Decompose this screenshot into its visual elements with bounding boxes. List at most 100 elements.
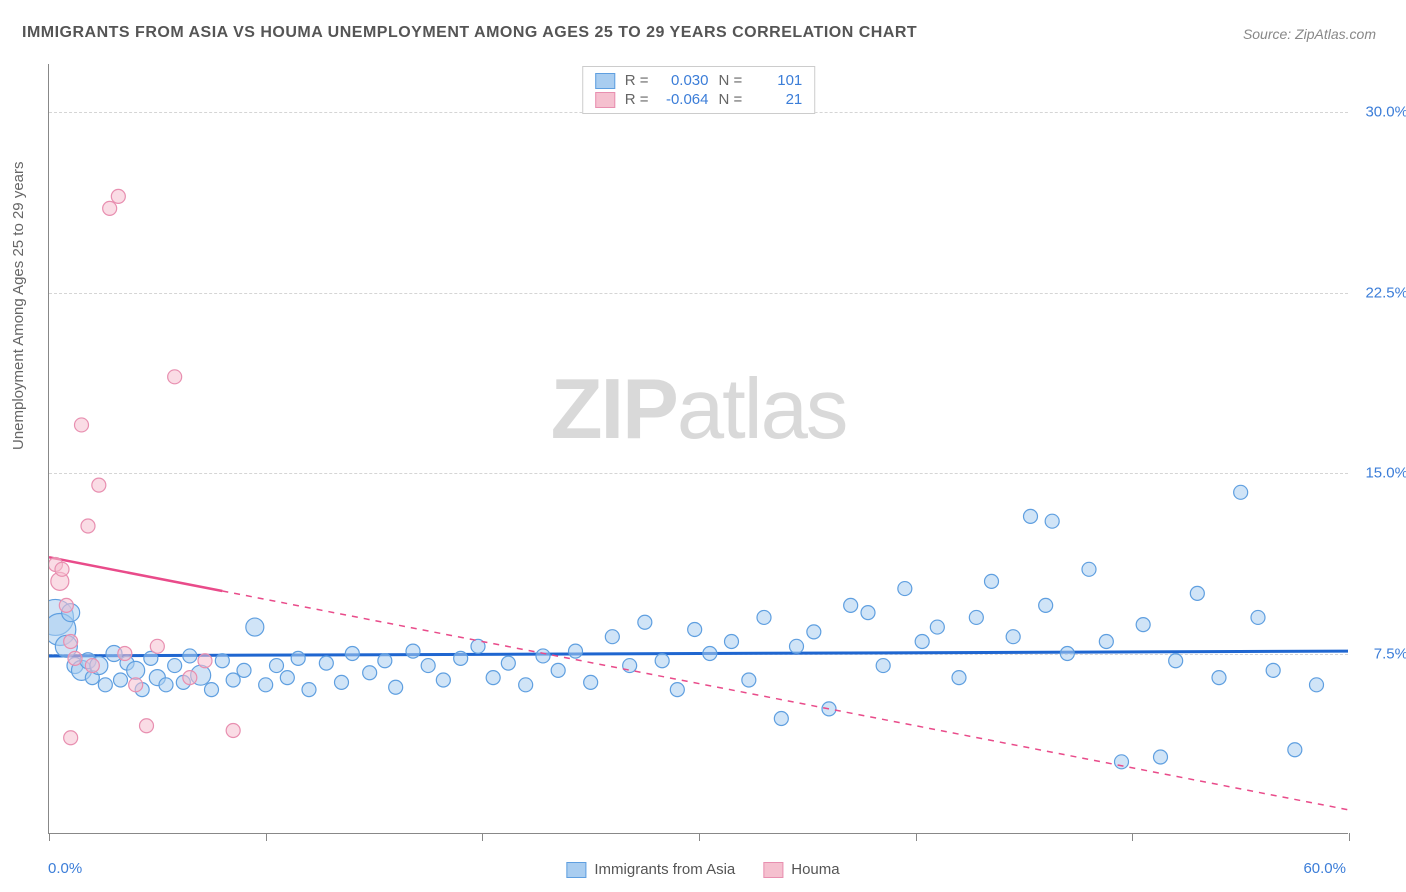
data-point <box>655 654 669 668</box>
data-point <box>127 661 145 679</box>
data-point <box>1266 663 1280 677</box>
legend-row: R = 0.030 N = 101 <box>595 71 803 90</box>
data-point <box>168 370 182 384</box>
data-point <box>1190 586 1204 600</box>
data-point <box>1115 755 1129 769</box>
y-tick-label: 30.0% <box>1365 104 1406 121</box>
data-point <box>75 418 89 432</box>
chart-title: IMMIGRANTS FROM ASIA VS HOUMA UNEMPLOYME… <box>22 24 917 42</box>
data-point <box>1169 654 1183 668</box>
r-label: R = <box>625 91 649 108</box>
y-tick-label: 22.5% <box>1365 284 1406 301</box>
data-point <box>246 618 264 636</box>
data-point <box>454 651 468 665</box>
n-value: 21 <box>752 91 802 108</box>
data-point <box>270 659 284 673</box>
regression-line <box>49 557 222 591</box>
y-axis-label: Unemployment Among Ages 25 to 29 years <box>10 161 27 450</box>
data-point <box>291 651 305 665</box>
data-point <box>118 647 132 661</box>
source-attribution: Source: ZipAtlas.com <box>1243 26 1376 42</box>
y-tick-label: 7.5% <box>1374 645 1406 662</box>
data-point <box>1006 630 1020 644</box>
data-point <box>486 671 500 685</box>
x-tick <box>1349 833 1350 841</box>
data-point <box>319 656 333 670</box>
data-point <box>774 712 788 726</box>
data-point <box>168 659 182 673</box>
data-point <box>1234 485 1248 499</box>
data-point <box>215 654 229 668</box>
data-point <box>64 635 78 649</box>
data-point <box>930 620 944 634</box>
data-point <box>688 622 702 636</box>
data-point <box>1045 514 1059 528</box>
legend-swatch <box>595 92 615 108</box>
data-point <box>1310 678 1324 692</box>
r-value: -0.064 <box>659 91 709 108</box>
data-point <box>1060 647 1074 661</box>
data-point <box>584 675 598 689</box>
data-point <box>876 659 890 673</box>
data-point <box>237 663 251 677</box>
data-point <box>81 519 95 533</box>
data-point <box>551 663 565 677</box>
x-tick <box>482 833 483 841</box>
r-value: 0.030 <box>659 72 709 89</box>
data-point <box>670 683 684 697</box>
data-point <box>1251 610 1265 624</box>
chart-canvas <box>49 64 1348 833</box>
data-point <box>807 625 821 639</box>
data-point <box>259 678 273 692</box>
data-point <box>335 675 349 689</box>
data-point <box>140 719 154 733</box>
data-point <box>103 201 117 215</box>
x-tick <box>1132 833 1133 841</box>
data-point <box>98 678 112 692</box>
data-point <box>536 649 550 663</box>
data-point <box>605 630 619 644</box>
data-point <box>969 610 983 624</box>
data-point <box>64 731 78 745</box>
data-point <box>114 673 128 687</box>
data-point <box>1082 562 1096 576</box>
data-point <box>421 659 435 673</box>
data-point <box>1099 635 1113 649</box>
data-point <box>150 639 164 653</box>
data-point <box>1212 671 1226 685</box>
data-point <box>92 478 106 492</box>
x-tick <box>699 833 700 841</box>
data-point <box>1039 598 1053 612</box>
n-value: 101 <box>752 72 802 89</box>
x-axis-min-label: 0.0% <box>48 860 82 877</box>
data-point <box>638 615 652 629</box>
data-point <box>1024 509 1038 523</box>
data-point <box>68 651 82 665</box>
data-point <box>406 644 420 658</box>
series-legend: Immigrants from AsiaHouma <box>566 861 839 878</box>
data-point <box>198 654 212 668</box>
data-point <box>159 678 173 692</box>
data-point <box>1288 743 1302 757</box>
data-point <box>111 189 125 203</box>
data-point <box>389 680 403 694</box>
data-point <box>915 635 929 649</box>
legend-item: Immigrants from Asia <box>566 861 735 878</box>
legend-swatch <box>566 862 586 878</box>
data-point <box>280 671 294 685</box>
legend-row: R = -0.064 N = 21 <box>595 90 803 109</box>
data-point <box>790 639 804 653</box>
x-tick <box>916 833 917 841</box>
r-label: R = <box>625 72 649 89</box>
data-point <box>861 606 875 620</box>
data-point <box>519 678 533 692</box>
data-point <box>1154 750 1168 764</box>
data-point <box>742 673 756 687</box>
data-point <box>345 647 359 661</box>
x-axis-max-label: 60.0% <box>1303 860 1346 877</box>
data-point <box>183 649 197 663</box>
data-point <box>569 644 583 658</box>
n-label: N = <box>719 91 743 108</box>
data-point <box>59 598 73 612</box>
legend-swatch <box>595 73 615 89</box>
